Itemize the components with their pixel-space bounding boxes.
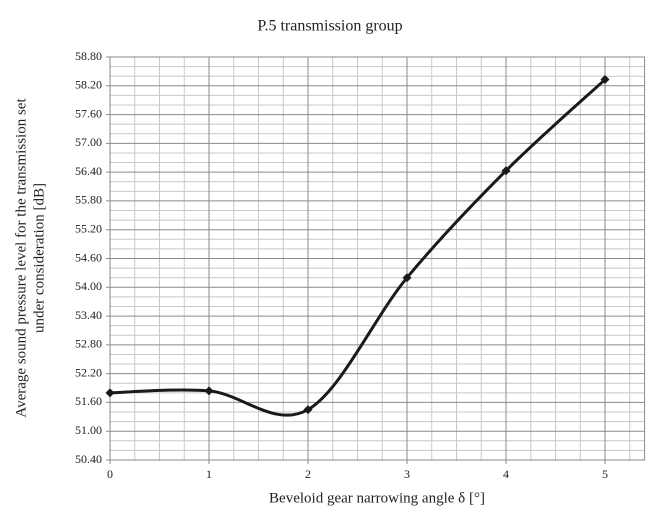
y-tick-label: 51.60 [75,394,102,408]
y-tick-label: 55.80 [75,193,102,207]
marker [600,75,610,85]
x-tick-label: 0 [107,467,113,481]
y-axis-title-line: Average sound pressure level for the tra… [13,98,29,418]
x-tick-label: 3 [404,467,410,481]
plot-border [109,56,646,461]
y-tick-label: 57.00 [75,135,102,149]
y-tick-label: 54.00 [75,279,102,293]
y-tick-label: 55.20 [75,221,102,235]
chart-title: P.5 transmission group [257,18,402,35]
x-axis-title: Beveloid gear narrowing angle δ [°] [269,490,485,506]
y-axis-title-line: under consideration [dB] [31,183,47,333]
marker [303,405,313,415]
y-axis-title: Average sound pressure level for the tra… [13,98,47,418]
marker [402,273,412,283]
y-tick-label: 52.20 [75,365,102,379]
y-tick-label: 50.40 [75,452,102,466]
x-tick-label: 5 [602,467,608,481]
x-tick-label: 4 [503,467,509,481]
y-tick-label: 58.20 [75,78,102,92]
y-tick-label: 57.60 [75,106,102,120]
y-tick-label: 53.40 [75,308,102,322]
y-tick-label: 58.80 [75,49,102,63]
y-tick-label: 51.00 [75,423,102,437]
marker [105,388,115,398]
y-tick-label: 52.80 [75,337,102,351]
marker [204,386,214,396]
x-tick-label: 1 [206,467,212,481]
y-tick-label: 54.60 [75,250,102,264]
y-tick-label: 56.40 [75,164,102,178]
x-tick-label: 2 [305,467,311,481]
marker [501,166,511,176]
